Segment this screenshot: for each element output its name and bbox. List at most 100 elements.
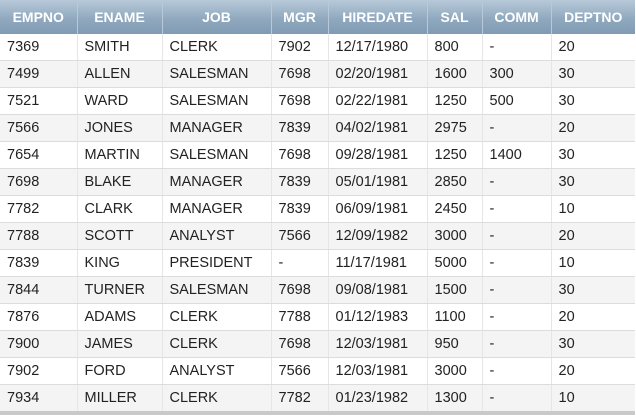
cell-hiredate: 09/28/1981 [328, 141, 428, 169]
cell-mgr: 7902 [271, 34, 329, 61]
cell-deptno: 30 [551, 87, 635, 115]
cell-deptno: 20 [551, 222, 635, 250]
cell-comm: - [482, 34, 552, 61]
cell-hiredate: 12/03/1981 [328, 357, 428, 385]
cell-ename: BLAKE [77, 168, 163, 196]
cell-empno: 7521 [0, 87, 78, 115]
cell-deptno: 30 [551, 330, 635, 358]
column-header-mgr[interactable]: MGR [271, 0, 329, 34]
cell-empno: 7654 [0, 141, 78, 169]
cell-deptno: 10 [551, 195, 635, 223]
table-row: 7839 KING PRESIDENT -11/17/1981 5000-10 [0, 249, 635, 277]
cell-empno: 7369 [0, 34, 78, 61]
header-row: EMPNO ENAME JOB MGR HIREDATE SAL COMM DE… [0, 0, 635, 34]
column-header-hiredate[interactable]: HIREDATE [328, 0, 428, 34]
column-header-empno[interactable]: EMPNO [0, 0, 78, 34]
table-header: EMPNO ENAME JOB MGR HIREDATE SAL COMM DE… [0, 0, 635, 34]
cell-job: CLERK [162, 330, 272, 358]
cell-deptno: 30 [551, 60, 635, 88]
cell-comm: 1400 [482, 141, 552, 169]
cell-hiredate: 01/23/1982 [328, 384, 428, 412]
cell-ename: SCOTT [77, 222, 163, 250]
cell-ename: FORD [77, 357, 163, 385]
cell-mgr: 7839 [271, 195, 329, 223]
cell-sal: 3000 [427, 357, 483, 385]
cell-hiredate: 02/20/1981 [328, 60, 428, 88]
cell-mgr: 7698 [271, 87, 329, 115]
cell-comm: 300 [482, 60, 552, 88]
cell-job: SALESMAN [162, 60, 272, 88]
cell-ename: SMITH [77, 34, 163, 61]
cell-hiredate: 05/01/1981 [328, 168, 428, 196]
cell-empno: 7839 [0, 249, 78, 277]
cell-job: CLERK [162, 384, 272, 412]
cell-comm: - [482, 249, 552, 277]
cell-empno: 7902 [0, 357, 78, 385]
cell-mgr: 7788 [271, 303, 329, 331]
cell-hiredate: 04/02/1981 [328, 114, 428, 142]
table-row: 7698 BLAKE MANAGER 7839 05/01/1981 2850-30 [0, 168, 635, 196]
cell-job: ANALYST [162, 357, 272, 385]
cell-empno: 7900 [0, 330, 78, 358]
cell-job: ANALYST [162, 222, 272, 250]
cell-sal: 1250 [427, 141, 483, 169]
cell-deptno: 20 [551, 303, 635, 331]
cell-ename: MARTIN [77, 141, 163, 169]
cell-empno: 7934 [0, 384, 78, 412]
cell-deptno: 10 [551, 249, 635, 277]
cell-empno: 7876 [0, 303, 78, 331]
table-bottom-border [0, 411, 635, 415]
cell-deptno: 30 [551, 168, 635, 196]
cell-mgr: 7566 [271, 222, 329, 250]
column-header-deptno[interactable]: DEPTNO [551, 0, 635, 34]
cell-deptno: 20 [551, 357, 635, 385]
table-row: 7654 MARTIN SALESMAN 7698 09/28/1981 1250 1400… [0, 141, 635, 169]
table-row: 7782 CLARK MANAGER 7839 06/09/1981 2450-10 [0, 195, 635, 223]
cell-mgr: 7698 [271, 141, 329, 169]
cell-ename: ADAMS [77, 303, 163, 331]
cell-hiredate: 12/09/1982 [328, 222, 428, 250]
cell-job: CLERK [162, 34, 272, 61]
table-row: 7844 TURNER SALESMAN 7698 09/08/1981 1500-30 [0, 276, 635, 304]
cell-ename: ALLEN [77, 60, 163, 88]
cell-empno: 7844 [0, 276, 78, 304]
cell-sal: 1600 [427, 60, 483, 88]
cell-job: MANAGER [162, 195, 272, 223]
cell-mgr: 7698 [271, 330, 329, 358]
cell-ename: KING [77, 249, 163, 277]
column-header-job[interactable]: JOB [162, 0, 272, 34]
cell-mgr: 7698 [271, 276, 329, 304]
column-header-sal[interactable]: SAL [427, 0, 483, 34]
cell-hiredate: 01/12/1983 [328, 303, 428, 331]
cell-sal: 2975 [427, 114, 483, 142]
cell-sal: 3000 [427, 222, 483, 250]
cell-mgr: - [271, 249, 329, 277]
cell-sal: 1100 [427, 303, 483, 331]
cell-empno: 7782 [0, 195, 78, 223]
cell-sal: 1250 [427, 87, 483, 115]
table-row: 7369 SMITH CLERK 7902 12/17/1980 800-20 [0, 34, 635, 61]
cell-sal: 800 [427, 34, 483, 61]
cell-comm: - [482, 384, 552, 412]
cell-ename: JONES [77, 114, 163, 142]
cell-job: CLERK [162, 303, 272, 331]
cell-comm: - [482, 114, 552, 142]
cell-ename: MILLER [77, 384, 163, 412]
cell-ename: TURNER [77, 276, 163, 304]
cell-hiredate: 12/17/1980 [328, 34, 428, 61]
table-row: 7499 ALLEN SALESMAN 7698 02/20/1981 1600 300 30 [0, 60, 635, 88]
column-header-ename[interactable]: ENAME [77, 0, 163, 34]
cell-comm: - [482, 222, 552, 250]
cell-sal: 2850 [427, 168, 483, 196]
cell-hiredate: 09/08/1981 [328, 276, 428, 304]
cell-job: MANAGER [162, 114, 272, 142]
cell-sal: 950 [427, 330, 483, 358]
table-body: 7369 SMITH CLERK 7902 12/17/1980 800-20 7499 AL… [0, 34, 635, 412]
cell-sal: 1300 [427, 384, 483, 412]
cell-job: PRESIDENT [162, 249, 272, 277]
cell-hiredate: 02/22/1981 [328, 87, 428, 115]
table-row: 7521 WARD SALESMAN 7698 02/22/1981 1250 500 30 [0, 87, 635, 115]
column-header-comm[interactable]: COMM [482, 0, 552, 34]
